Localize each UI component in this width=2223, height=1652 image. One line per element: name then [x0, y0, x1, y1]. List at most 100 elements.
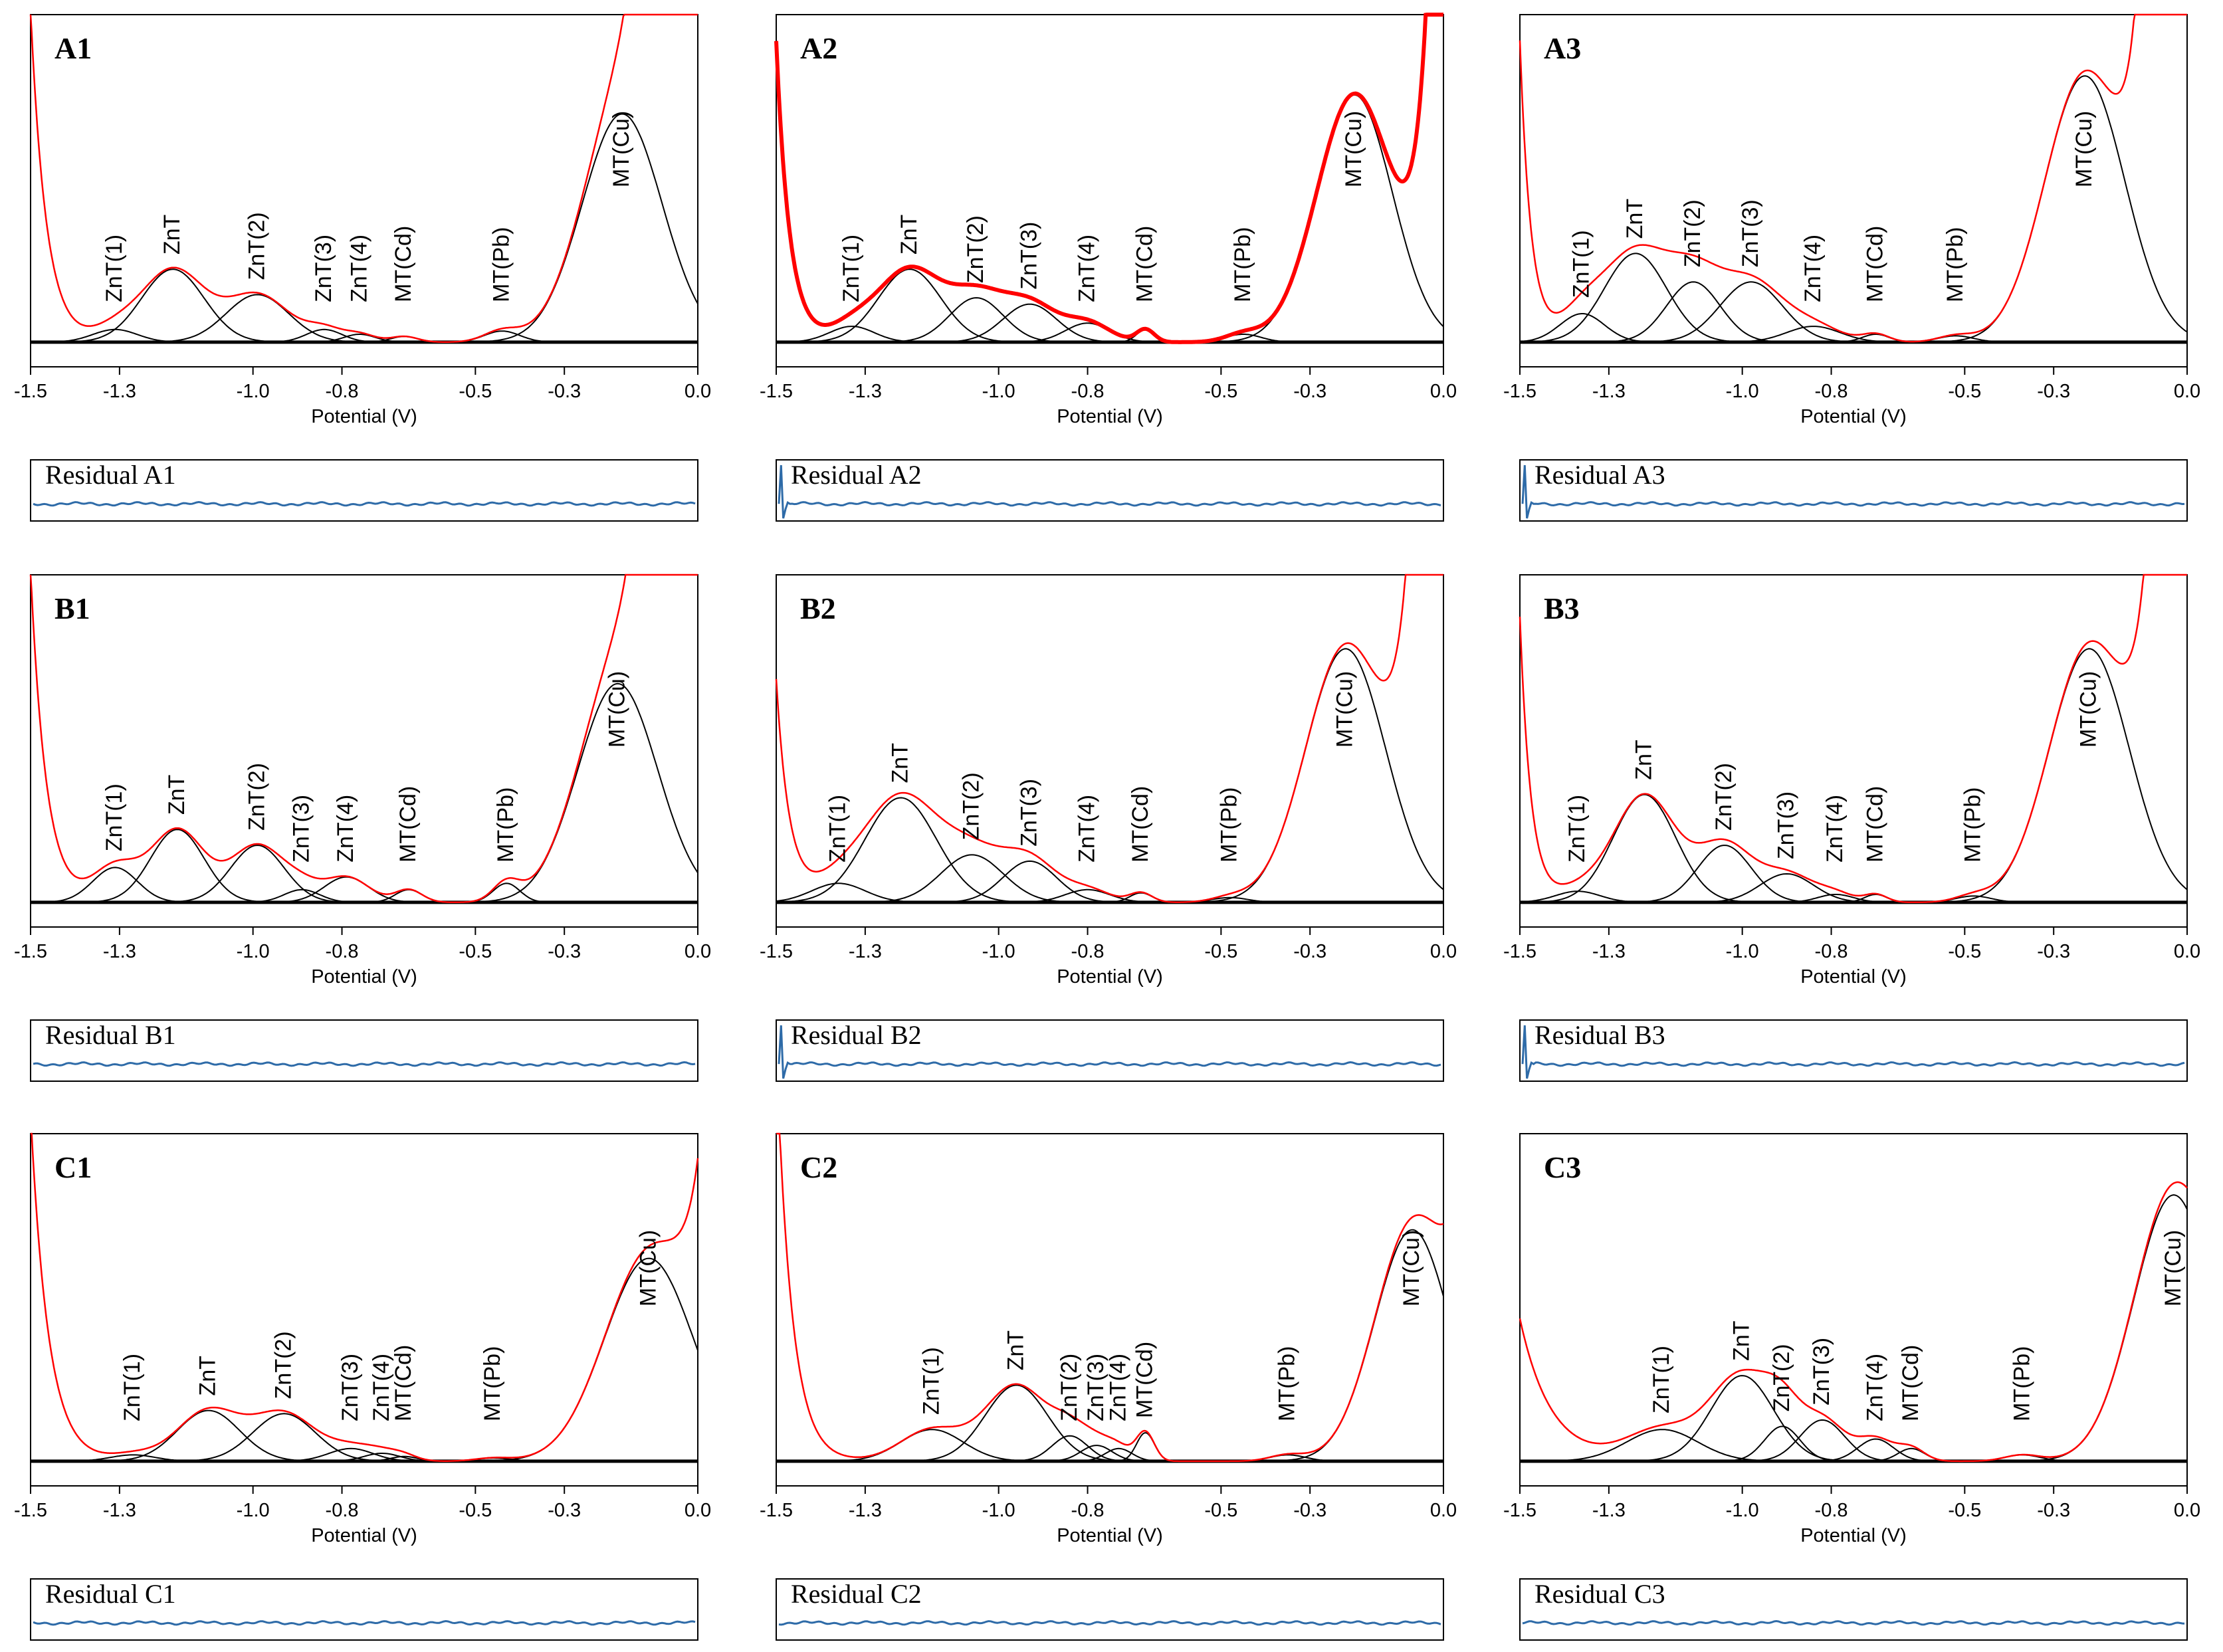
x-tick-label: -0.8 — [1071, 941, 1105, 962]
x-tick-label: -1.3 — [849, 381, 882, 402]
x-tick-label: -0.8 — [1071, 1500, 1105, 1521]
x-tick-label: -0.8 — [326, 381, 359, 402]
peak-label: MT(Cd) — [1862, 786, 1887, 863]
peak-label: ZnT(1) — [120, 1354, 145, 1421]
component-peak-znt3 — [776, 303, 1443, 343]
peak-label: ZnT — [164, 775, 189, 815]
peak-label: ZnT(1) — [1564, 795, 1590, 863]
peak-label: ZnT(3) — [1774, 791, 1799, 859]
peak-label: ZnT(4) — [346, 235, 371, 302]
x-tick-label: 0.0 — [1430, 941, 1457, 962]
peak-label: MT(Cd) — [391, 1345, 416, 1421]
x-tick-label: -0.5 — [1204, 941, 1237, 962]
x-tick-label: -1.3 — [103, 1500, 136, 1521]
plot-frame — [30, 14, 698, 367]
residual-title: Residual B3 — [1535, 1020, 1665, 1050]
x-tick-label: -1.0 — [1726, 381, 1759, 402]
peak-label: ZnT(3) — [288, 795, 314, 863]
x-tick-label: -0.5 — [1948, 381, 1981, 402]
peak-label: MT(Pb) — [488, 227, 514, 302]
peak-label: MT(Cu) — [2161, 1230, 2186, 1306]
panel-C3: ZnT(1) ZnT ZnT(2) ZnT(3) ZnT(4) MT(Cd) MT(Pb) M… — [1503, 1133, 2200, 1641]
residual-title: Residual C1 — [45, 1579, 176, 1609]
component-peak-znt — [1519, 253, 2187, 343]
peak-label: ZnT(3) — [338, 1354, 363, 1421]
plot-frame — [1519, 1133, 2188, 1487]
peak-label: MT(Cu) — [1341, 111, 1366, 187]
component-peak-mtcu — [31, 113, 698, 343]
peak-label: MT(Pb) — [1230, 227, 1255, 302]
plot-frame — [30, 574, 698, 928]
peak-label: ZnT(3) — [1809, 1338, 1834, 1405]
component-peak-znt3 — [31, 328, 698, 343]
peak-label: MT(Cd) — [1898, 1345, 1923, 1421]
peak-label: ZnT — [897, 215, 922, 255]
panel-title: A2 — [800, 31, 837, 65]
peak-label: ZnT(4) — [1800, 235, 1826, 302]
plot-frame — [1519, 574, 2188, 928]
envelope-line — [29, 573, 698, 903]
peak-label: ZnT(3) — [1017, 222, 1042, 290]
peak-label: MT(Pb) — [2009, 1346, 2034, 1421]
x-tick-label: -0.3 — [1293, 941, 1326, 962]
x-tick-label: -0.5 — [1204, 381, 1237, 402]
peak-label: ZnT(3) — [1738, 199, 1763, 267]
peak-label: MT(Cu) — [609, 111, 634, 187]
x-tick-label: -1.0 — [1726, 941, 1759, 962]
peak-label: ZnT(1) — [1649, 1346, 1674, 1413]
x-axis-label: Potential (V) — [311, 1525, 417, 1546]
x-axis-label: Potential (V) — [1057, 966, 1163, 987]
residual-title: Residual A1 — [45, 460, 176, 490]
peak-label: ZnT — [195, 1356, 221, 1395]
peak-label: ZnT — [1729, 1320, 1754, 1360]
x-tick-label: 0.0 — [1430, 1500, 1457, 1521]
x-tick-label: -0.8 — [1815, 1500, 1848, 1521]
x-tick-label: 0.0 — [2174, 381, 2200, 402]
x-tick-label: -1.3 — [103, 941, 136, 962]
residual-frame — [1519, 1578, 2188, 1641]
peak-label: ZnT(2) — [963, 215, 988, 283]
x-tick-label: -1.5 — [1503, 381, 1536, 402]
x-tick-label: -1.3 — [1592, 1500, 1626, 1521]
residual-frame — [776, 1019, 1444, 1082]
x-tick-label: -0.3 — [548, 941, 581, 962]
component-peak-znt — [31, 829, 698, 903]
component-peak-znt1 — [776, 882, 1443, 903]
component-peak-znt2 — [1520, 845, 2187, 903]
peak-label: ZnT(4) — [1822, 795, 1848, 863]
x-axis-label: Potential (V) — [1057, 1525, 1163, 1546]
peak-label: MT(Cd) — [1132, 226, 1158, 302]
x-tick-label: -1.0 — [1726, 1500, 1759, 1521]
component-peak-znt3 — [1520, 281, 2187, 343]
x-tick-label: -0.3 — [2037, 1500, 2070, 1521]
x-tick-label: -0.3 — [2037, 381, 2070, 402]
peak-label: ZnT(4) — [1075, 235, 1100, 302]
peak-label: MT(Pb) — [493, 787, 518, 863]
x-tick-label: -1.3 — [849, 941, 882, 962]
peak-label: ZnT(1) — [102, 235, 127, 302]
x-tick-label: -0.8 — [326, 1500, 359, 1521]
panel-A2: ZnT(1) ZnT ZnT(2) ZnT(3) ZnT(4) MT(Cd) MT(Pb) M… — [760, 13, 1457, 522]
peak-label: MT(Cu) — [1332, 671, 1358, 748]
panel-title: B3 — [1544, 591, 1580, 625]
x-tick-label: -0.8 — [1071, 381, 1105, 402]
x-tick-label: -0.3 — [548, 1500, 581, 1521]
panel-A1: ZnT(1) ZnT ZnT(2) ZnT(3) ZnT(4) MT(Cd) MT(Pb) M… — [14, 13, 711, 522]
residual-title: Residual C3 — [1535, 1579, 1665, 1609]
residual-title: Residual C2 — [791, 1579, 922, 1609]
peak-label: ZnT(3) — [311, 235, 336, 302]
peak-label: ZnT — [887, 743, 912, 783]
peak-label: MT(Pb) — [1217, 787, 1242, 863]
x-tick-label: -1.0 — [237, 941, 270, 962]
peak-label: ZnT — [159, 215, 185, 255]
x-axis-label: Potential (V) — [1800, 966, 1907, 987]
panel-title: C2 — [800, 1150, 837, 1184]
panel-title: A3 — [1544, 31, 1581, 65]
component-peak-mtcu — [31, 682, 698, 903]
component-peak-znt — [1520, 793, 2187, 903]
peak-label: ZnT(1) — [102, 783, 127, 851]
residual-line — [1522, 1619, 2185, 1626]
plot-frame — [1519, 14, 2188, 367]
peak-label: ZnT(2) — [1769, 1344, 1794, 1411]
x-tick-label: -1.3 — [1592, 381, 1626, 402]
